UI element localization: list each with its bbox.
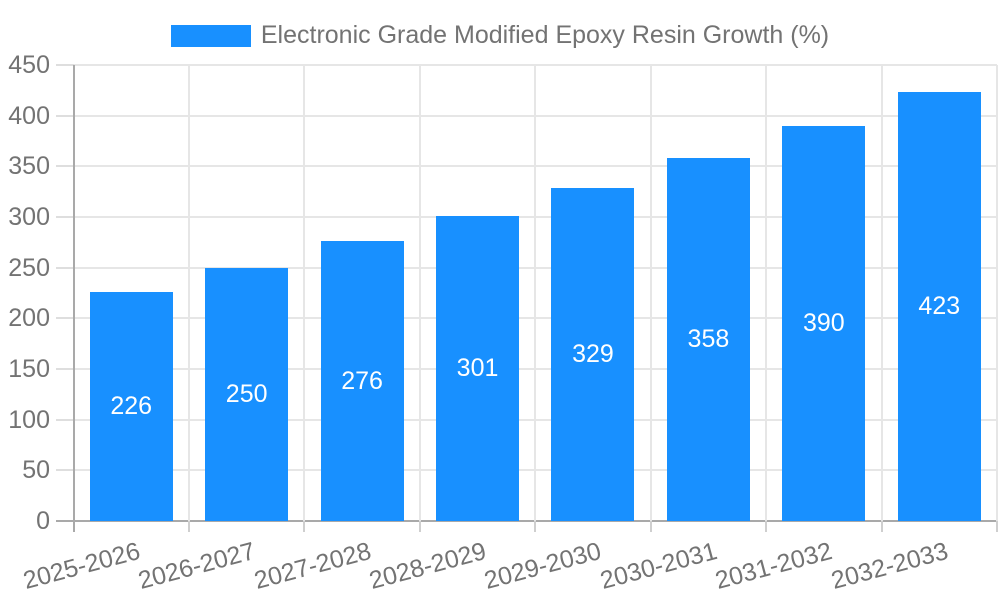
y-axis-tick bbox=[55, 266, 74, 269]
y-tick-label: 0 bbox=[36, 507, 50, 535]
y-tick-label: 250 bbox=[8, 253, 50, 282]
bar[interactable]: 250 bbox=[205, 267, 289, 521]
y-tick-label: 350 bbox=[8, 152, 50, 181]
x-gridline bbox=[765, 65, 768, 521]
y-axis-tick bbox=[55, 520, 74, 522]
x-gridline bbox=[303, 65, 306, 521]
y-axis-tick bbox=[55, 469, 74, 472]
x-tick-label: 2029-2030 bbox=[481, 536, 605, 595]
bar-value-label: 358 bbox=[687, 325, 730, 354]
legend-swatch-icon bbox=[170, 24, 251, 47]
x-axis-tick bbox=[303, 521, 306, 532]
x-tick-label: 2032-2033 bbox=[828, 536, 951, 595]
y-tick-label: 200 bbox=[8, 304, 50, 333]
x-axis-tick bbox=[880, 521, 883, 532]
y-axis-line bbox=[72, 65, 75, 521]
x-tick-label: 2028-2029 bbox=[366, 536, 490, 595]
bar[interactable]: 358 bbox=[666, 158, 750, 521]
bar-value-label: 250 bbox=[225, 379, 268, 408]
x-tick-label: 2030-2031 bbox=[597, 536, 720, 595]
bar[interactable]: 390 bbox=[782, 125, 866, 521]
x-gridline bbox=[418, 65, 421, 521]
x-gridline bbox=[996, 65, 998, 521]
y-axis-tick bbox=[55, 216, 74, 218]
y-tick-label: 450 bbox=[8, 51, 50, 79]
x-tick-label: 2031-2032 bbox=[712, 536, 836, 595]
x-gridline bbox=[187, 65, 190, 521]
bar[interactable]: 226 bbox=[89, 291, 173, 521]
x-tick-label: 2025-2026 bbox=[19, 536, 143, 595]
y-axis-tick bbox=[55, 114, 74, 117]
y-tick-label: 50 bbox=[22, 456, 50, 485]
x-gridline bbox=[880, 65, 883, 521]
y-axis-tick bbox=[55, 64, 74, 66]
bar[interactable]: 301 bbox=[436, 215, 520, 521]
x-axis-tick bbox=[649, 521, 652, 532]
legend[interactable]: Electronic Grade Modified Epoxy Resin Gr… bbox=[0, 21, 1000, 50]
bar-value-label: 390 bbox=[802, 308, 845, 337]
x-gridline bbox=[649, 65, 652, 521]
y-axis-tick bbox=[55, 368, 74, 370]
bar-value-label: 226 bbox=[110, 391, 153, 420]
bar[interactable]: 329 bbox=[551, 187, 635, 521]
x-axis-tick bbox=[418, 521, 421, 532]
y-tick-label: 300 bbox=[8, 203, 50, 231]
bar[interactable]: 276 bbox=[320, 241, 404, 521]
bar-value-label: 276 bbox=[341, 366, 383, 395]
y-tick-label: 100 bbox=[8, 405, 50, 434]
y-axis-tick bbox=[55, 317, 74, 320]
bar-value-label: 301 bbox=[456, 353, 499, 382]
x-tick-label: 2026-2027 bbox=[135, 536, 259, 595]
y-axis-tick bbox=[55, 418, 74, 421]
x-axis-tick bbox=[72, 521, 75, 532]
y-tick-label: 400 bbox=[8, 101, 50, 130]
x-axis-tick bbox=[996, 521, 998, 532]
x-tick-label: 2027-2028 bbox=[250, 536, 374, 595]
x-axis-tick bbox=[187, 521, 190, 532]
bar[interactable]: 423 bbox=[897, 92, 981, 521]
bar-value-label: 423 bbox=[918, 292, 961, 321]
y-tick-label: 150 bbox=[8, 355, 50, 383]
y-axis-tick bbox=[55, 165, 74, 168]
legend-label: Electronic Grade Modified Epoxy Resin Gr… bbox=[260, 21, 830, 49]
x-gridline bbox=[534, 65, 537, 521]
bar-value-label: 329 bbox=[572, 339, 614, 368]
x-axis-tick bbox=[534, 521, 537, 532]
x-axis-tick bbox=[765, 521, 768, 532]
